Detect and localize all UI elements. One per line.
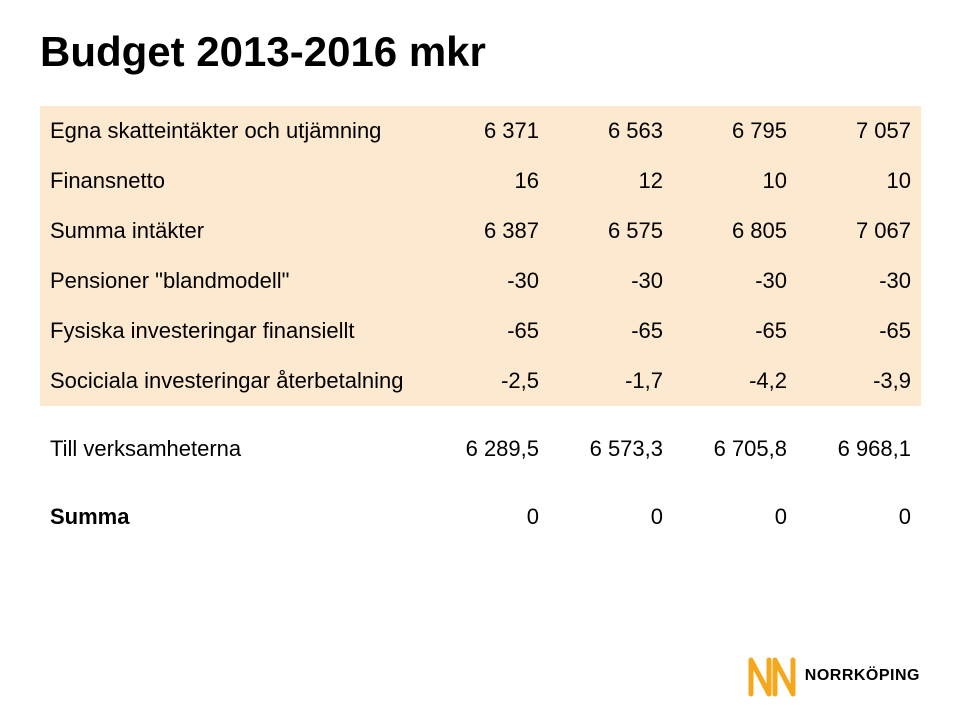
cell: 16 (425, 156, 549, 206)
cell: -30 (425, 256, 549, 306)
table-row: Egna skatteintäkter och utjämning 6 371 … (40, 106, 921, 156)
table-row: Finansnetto 16 12 10 10 (40, 156, 921, 206)
row-label: Till verksamheterna (40, 424, 425, 474)
cell: 0 (549, 492, 673, 542)
cell: -30 (549, 256, 673, 306)
page-title: Budget 2013-2016 mkr (40, 28, 920, 76)
cell: 6 705,8 (673, 424, 797, 474)
cell: -65 (549, 306, 673, 356)
table-row: Summa intäkter 6 387 6 575 6 805 7 067 (40, 206, 921, 256)
cell: -65 (797, 306, 921, 356)
spacer-row (40, 406, 921, 424)
row-label: Fysiska investeringar finansiellt (40, 306, 425, 356)
cell: 0 (425, 492, 549, 542)
row-label: Finansnetto (40, 156, 425, 206)
logo-text: NORRKÖPING (805, 667, 920, 685)
cell: -2,5 (425, 356, 549, 406)
table-row: Pensioner "blandmodell" -30 -30 -30 -30 (40, 256, 921, 306)
row-label: Sociciala investeringar återbetalning (40, 356, 425, 406)
cell: 0 (673, 492, 797, 542)
table-row: Fysiska investeringar finansiellt -65 -6… (40, 306, 921, 356)
table-row: Sociciala investeringar återbetalning -2… (40, 356, 921, 406)
cell: -3,9 (797, 356, 921, 406)
cell: -4,2 (673, 356, 797, 406)
cell: 0 (797, 492, 921, 542)
cell: 6 563 (549, 106, 673, 156)
row-label: Pensioner "blandmodell" (40, 256, 425, 306)
table-row: Summa 0 0 0 0 (40, 492, 921, 542)
cell: 10 (797, 156, 921, 206)
cell: 6 805 (673, 206, 797, 256)
cell: -30 (673, 256, 797, 306)
cell: 7 067 (797, 206, 921, 256)
budget-table: Egna skatteintäkter och utjämning 6 371 … (40, 106, 921, 542)
cell: 6 573,3 (549, 424, 673, 474)
norrkoping-logo: NORRKÖPING (745, 652, 920, 700)
cell: 6 387 (425, 206, 549, 256)
norrkoping-logo-icon (745, 652, 797, 700)
cell: 6 575 (549, 206, 673, 256)
row-label: Summa intäkter (40, 206, 425, 256)
cell: -65 (425, 306, 549, 356)
spacer-row (40, 474, 921, 492)
cell: 6 795 (673, 106, 797, 156)
cell: 6 968,1 (797, 424, 921, 474)
cell: 12 (549, 156, 673, 206)
cell: 7 057 (797, 106, 921, 156)
table-row: Till verksamheterna 6 289,5 6 573,3 6 70… (40, 424, 921, 474)
cell: -65 (673, 306, 797, 356)
cell: 6 371 (425, 106, 549, 156)
row-label: Summa (40, 492, 425, 542)
cell: 10 (673, 156, 797, 206)
row-label: Egna skatteintäkter och utjämning (40, 106, 425, 156)
cell: -1,7 (549, 356, 673, 406)
cell: -30 (797, 256, 921, 306)
cell: 6 289,5 (425, 424, 549, 474)
